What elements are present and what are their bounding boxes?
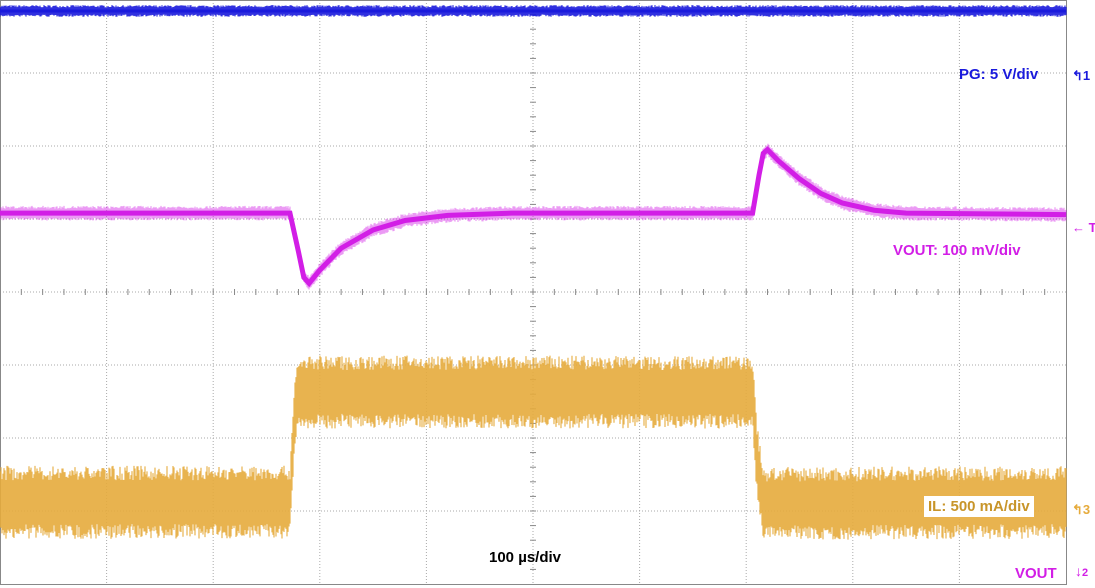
pg-scale-label: PG: 5 V/div [959, 66, 1039, 83]
trace-1-line [0, 146, 1067, 288]
plot-frame [0, 0, 1067, 585]
vout-ground-marker: ↓2 [1075, 563, 1089, 579]
il-channel-number: 3 [1082, 502, 1091, 517]
pg-channel-number: 1 [1082, 68, 1091, 83]
trigger-marker: ← T [1072, 220, 1095, 235]
il-scale-label: IL: 500 mA/div [924, 496, 1034, 517]
trigger-label: T [1088, 220, 1095, 235]
pg-channel-marker: ↰1 [1072, 68, 1091, 83]
il-channel-marker: ↰3 [1072, 502, 1091, 517]
vout-scale-label: VOUT: 100 mV/div [893, 242, 1021, 259]
vout-channel-number: 2 [1082, 567, 1089, 579]
timebase-label: 100 µs/div [489, 549, 562, 566]
vout-ground-label: VOUT [1015, 565, 1057, 582]
